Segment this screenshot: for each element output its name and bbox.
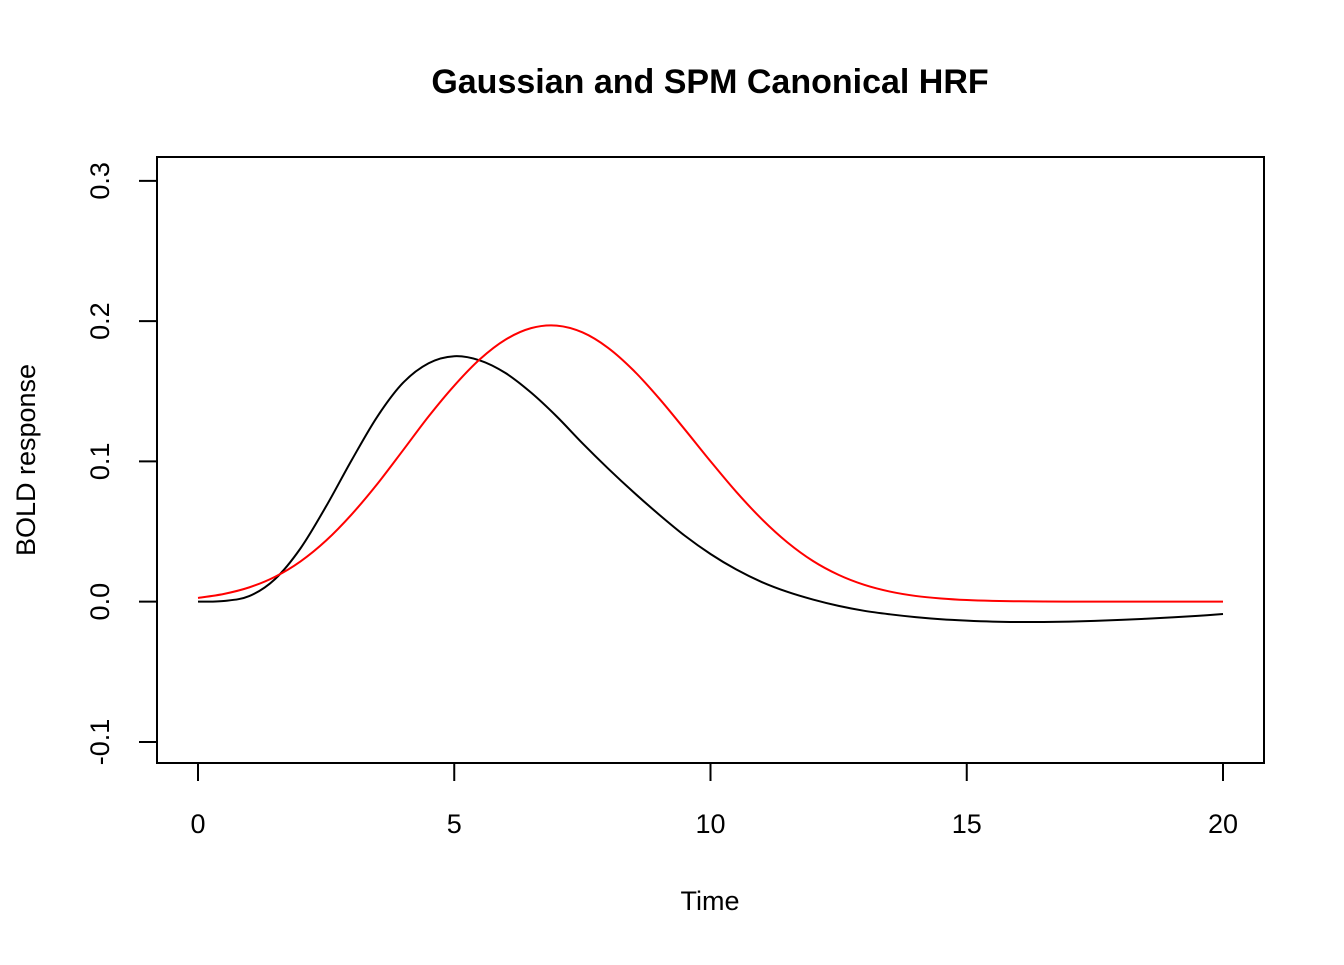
- y-tick-label: 0.0: [85, 583, 115, 621]
- y-tick-label: 0.1: [85, 443, 115, 481]
- y-tick-label: 0.2: [85, 302, 115, 340]
- x-tick-label: 10: [695, 809, 725, 839]
- series-line-black: [197, 355, 1224, 624]
- y-axis-label: BOLD response: [11, 364, 41, 556]
- x-axis: 0 5 10 15 20: [190, 762, 1238, 839]
- y-tick-label: 0.3: [85, 162, 115, 200]
- series-layer: [197, 324, 1224, 624]
- x-tick-label: 0: [190, 809, 205, 839]
- x-tick-label: 15: [952, 809, 982, 839]
- x-tick-label: 20: [1208, 809, 1238, 839]
- y-tick-label: -0.1: [85, 719, 115, 766]
- y-axis: -0.1 0.0 0.1 0.2 0.3: [85, 162, 158, 766]
- chart-title: Gaussian and SPM Canonical HRF: [431, 63, 988, 101]
- series-line-red: [197, 324, 1223, 603]
- x-axis-label: Time: [681, 886, 740, 916]
- x-tick-label: 5: [447, 809, 462, 839]
